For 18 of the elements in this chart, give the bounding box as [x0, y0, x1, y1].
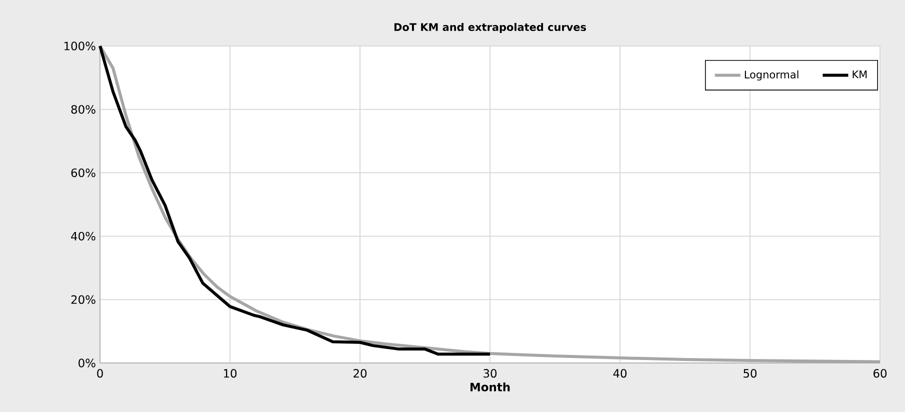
- x-tick-label: 60: [874, 369, 887, 378]
- legend-label: KM: [852, 70, 867, 78]
- x-tick-label: 0: [97, 369, 103, 378]
- line-series: [98, 44, 492, 356]
- x-tick-label: 30: [484, 369, 497, 378]
- y-tick-label: 80%: [71, 105, 96, 114]
- x-tick-label: 50: [744, 369, 757, 378]
- y-tick-label: 40%: [71, 232, 96, 241]
- chart-title: DoT KM and extrapolated curves: [394, 22, 586, 34]
- y-tick-label: 0%: [78, 358, 96, 368]
- y-tick-label: 20%: [71, 295, 96, 304]
- x-tick-label: 10: [224, 369, 237, 378]
- x-axis-title: Month: [470, 382, 510, 392]
- legend-label: Lognormal: [744, 70, 798, 81]
- x-tick-label: 40: [613, 369, 627, 378]
- y-tick-label: 100%: [64, 42, 96, 50]
- x-tick-label: 20: [354, 369, 367, 378]
- y-tick-label: 60%: [71, 168, 96, 178]
